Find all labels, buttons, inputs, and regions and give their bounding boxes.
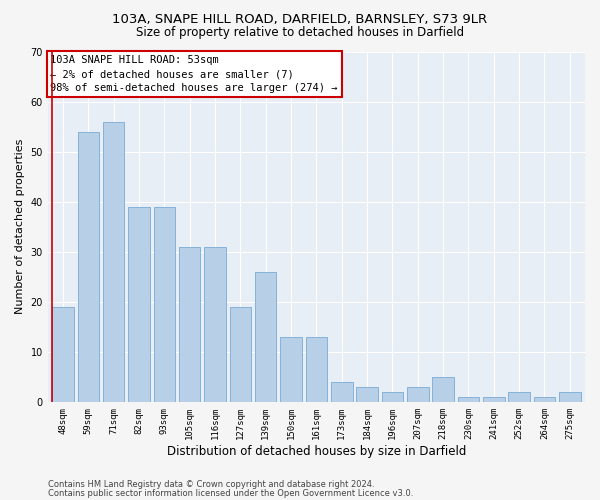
X-axis label: Distribution of detached houses by size in Darfield: Distribution of detached houses by size … bbox=[167, 444, 466, 458]
Bar bbox=[559, 392, 581, 402]
Bar bbox=[407, 387, 428, 402]
Bar bbox=[179, 246, 200, 402]
Text: Contains HM Land Registry data © Crown copyright and database right 2024.: Contains HM Land Registry data © Crown c… bbox=[48, 480, 374, 489]
Text: 103A SNAPE HILL ROAD: 53sqm
← 2% of detached houses are smaller (7)
98% of semi-: 103A SNAPE HILL ROAD: 53sqm ← 2% of deta… bbox=[50, 55, 338, 93]
Bar bbox=[458, 397, 479, 402]
Bar bbox=[77, 132, 99, 402]
Bar bbox=[533, 397, 555, 402]
Bar bbox=[305, 337, 327, 402]
Text: 103A, SNAPE HILL ROAD, DARFIELD, BARNSLEY, S73 9LR: 103A, SNAPE HILL ROAD, DARFIELD, BARNSLE… bbox=[112, 12, 488, 26]
Bar bbox=[508, 392, 530, 402]
Bar bbox=[103, 122, 124, 402]
Bar bbox=[483, 397, 505, 402]
Bar bbox=[154, 206, 175, 402]
Bar bbox=[433, 377, 454, 402]
Bar bbox=[128, 206, 150, 402]
Bar bbox=[356, 387, 378, 402]
Text: Contains public sector information licensed under the Open Government Licence v3: Contains public sector information licen… bbox=[48, 488, 413, 498]
Bar bbox=[280, 337, 302, 402]
Bar bbox=[52, 306, 74, 402]
Y-axis label: Number of detached properties: Number of detached properties bbox=[15, 139, 25, 314]
Bar bbox=[331, 382, 353, 402]
Bar bbox=[204, 246, 226, 402]
Bar bbox=[230, 306, 251, 402]
Bar bbox=[255, 272, 277, 402]
Text: Size of property relative to detached houses in Darfield: Size of property relative to detached ho… bbox=[136, 26, 464, 39]
Bar bbox=[382, 392, 403, 402]
